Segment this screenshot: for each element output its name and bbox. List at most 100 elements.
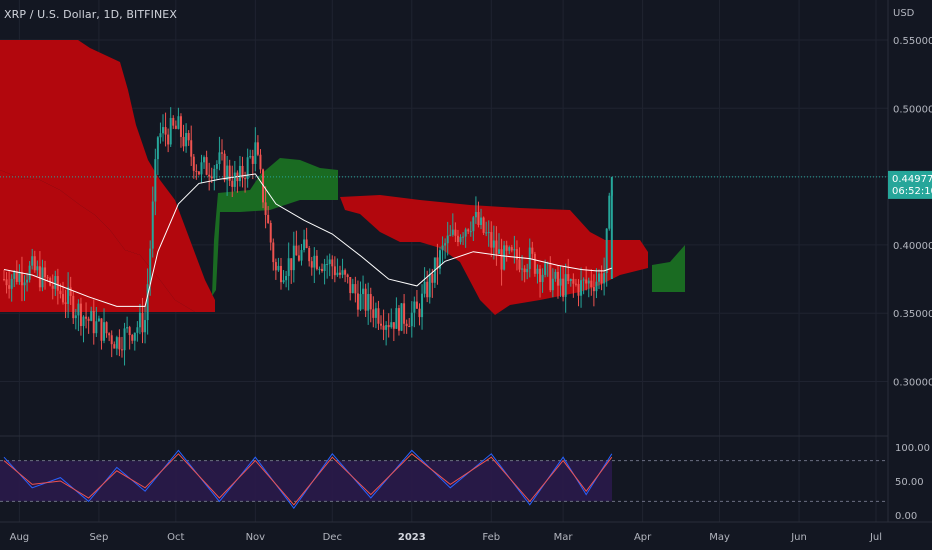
candle-body[interactable]: [190, 140, 193, 157]
candle-body[interactable]: [5, 279, 8, 286]
candle-body[interactable]: [595, 281, 598, 292]
candle-body[interactable]: [585, 279, 588, 284]
candle-body[interactable]: [82, 316, 85, 327]
candle-body[interactable]: [410, 312, 413, 327]
candle-body[interactable]: [454, 229, 457, 236]
candle-body[interactable]: [608, 195, 611, 229]
candle-body[interactable]: [15, 271, 18, 282]
time-axis[interactable]: Aug Sep Oct Nov Dec 2023 Feb Mar Apr May Jun Jul: [10, 532, 882, 543]
candle-body[interactable]: [385, 325, 388, 330]
candle-body[interactable]: [487, 232, 490, 234]
candle-body[interactable]: [36, 266, 39, 271]
candle-body[interactable]: [156, 137, 159, 160]
candle-body[interactable]: [472, 217, 475, 232]
candle-body[interactable]: [521, 268, 524, 270]
candle-body[interactable]: [272, 242, 275, 263]
candle-body[interactable]: [182, 136, 185, 147]
candle-body[interactable]: [110, 335, 113, 345]
candle-body[interactable]: [515, 249, 518, 260]
candle-body[interactable]: [303, 239, 306, 251]
candle-body[interactable]: [495, 240, 498, 254]
candle-body[interactable]: [310, 261, 313, 268]
candle-body[interactable]: [259, 154, 262, 170]
candle-body[interactable]: [159, 133, 162, 138]
candle-body[interactable]: [228, 165, 231, 181]
candle-body[interactable]: [149, 248, 152, 285]
candle-body[interactable]: [418, 308, 421, 318]
candle-body[interactable]: [126, 327, 129, 329]
candle-body[interactable]: [426, 281, 429, 298]
candle-body[interactable]: [3, 279, 5, 281]
candle-body[interactable]: [254, 142, 257, 164]
candle-body[interactable]: [54, 276, 57, 289]
candle-body[interactable]: [331, 259, 334, 267]
candle-body[interactable]: [231, 180, 234, 187]
candle-body[interactable]: [56, 276, 59, 291]
candle-body[interactable]: [308, 248, 311, 262]
candle-body[interactable]: [369, 294, 372, 310]
candle-body[interactable]: [321, 268, 324, 272]
candle-body[interactable]: [95, 321, 98, 334]
candle-body[interactable]: [123, 328, 126, 351]
candle-body[interactable]: [449, 234, 452, 236]
candle-body[interactable]: [477, 212, 480, 225]
candle-body[interactable]: [390, 322, 393, 328]
candle-body[interactable]: [305, 239, 308, 249]
candle-body[interactable]: [13, 271, 16, 279]
candle-body[interactable]: [67, 287, 70, 304]
candle-body[interactable]: [344, 270, 347, 275]
candle-body[interactable]: [569, 278, 572, 282]
candle-body[interactable]: [97, 318, 100, 322]
candle-body[interactable]: [92, 311, 95, 334]
candle-body[interactable]: [292, 245, 295, 271]
candle-body[interactable]: [338, 272, 341, 275]
candle-body[interactable]: [503, 245, 506, 270]
candle-body[interactable]: [439, 250, 441, 269]
candle-body[interactable]: [605, 228, 608, 274]
candle-body[interactable]: [28, 265, 31, 280]
candle-body[interactable]: [203, 157, 206, 163]
candle-body[interactable]: [26, 279, 29, 283]
candle-body[interactable]: [77, 303, 80, 316]
candle-body[interactable]: [482, 217, 485, 233]
candle-body[interactable]: [44, 267, 47, 278]
candle-body[interactable]: [69, 287, 72, 296]
candle-body[interactable]: [372, 309, 375, 318]
candle-body[interactable]: [362, 288, 365, 295]
candle-body[interactable]: [580, 280, 583, 296]
candle-body[interactable]: [549, 263, 552, 291]
candle-body[interactable]: [351, 284, 354, 294]
candle-body[interactable]: [174, 125, 177, 129]
candle-body[interactable]: [138, 312, 141, 328]
candle-body[interactable]: [428, 274, 431, 298]
candle-body[interactable]: [474, 212, 477, 218]
candle-body[interactable]: [221, 152, 223, 154]
candle-body[interactable]: [554, 271, 557, 279]
candle-body[interactable]: [500, 249, 503, 270]
candle-body[interactable]: [356, 293, 359, 310]
candle-body[interactable]: [113, 344, 116, 349]
candle-body[interactable]: [492, 240, 495, 248]
candle-body[interactable]: [105, 322, 108, 334]
candle-body[interactable]: [374, 308, 377, 318]
candle-body[interactable]: [408, 326, 411, 328]
candle-body[interactable]: [223, 153, 226, 181]
candle-body[interactable]: [61, 294, 64, 303]
candle-body[interactable]: [269, 222, 272, 243]
candle-body[interactable]: [51, 285, 54, 289]
candle-body[interactable]: [397, 308, 400, 331]
candle-body[interactable]: [464, 229, 467, 237]
candle-body[interactable]: [513, 249, 516, 251]
candle-body[interactable]: [562, 278, 565, 297]
candle-body[interactable]: [38, 266, 41, 288]
candle-body[interactable]: [587, 280, 590, 284]
candle-body[interactable]: [136, 327, 139, 333]
candle-body[interactable]: [582, 279, 585, 281]
candle-body[interactable]: [403, 303, 406, 324]
candle-body[interactable]: [533, 253, 536, 274]
candle-body[interactable]: [392, 322, 395, 329]
candle-body[interactable]: [85, 316, 88, 319]
candle-body[interactable]: [251, 156, 254, 164]
candle-body[interactable]: [485, 232, 488, 234]
candle-body[interactable]: [431, 274, 434, 283]
